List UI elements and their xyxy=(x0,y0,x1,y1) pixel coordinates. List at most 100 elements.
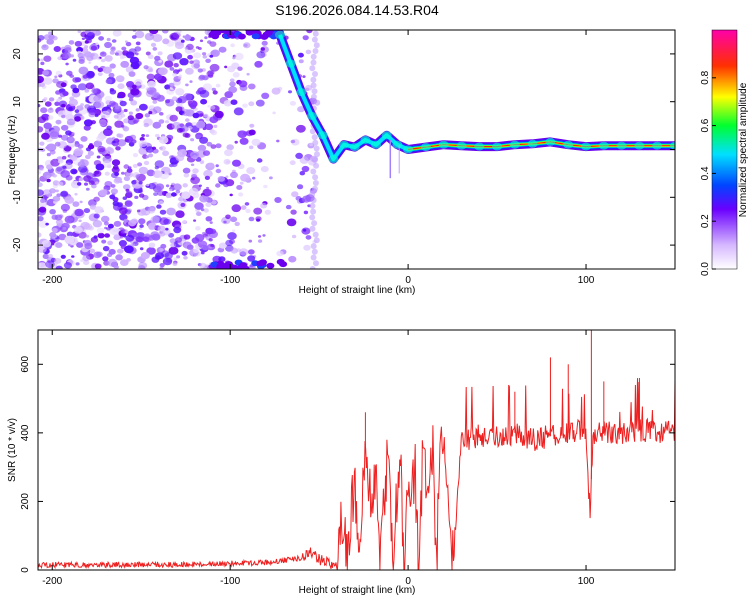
heatmap-noise-cell xyxy=(38,189,44,196)
heatmap-noise-cell xyxy=(72,77,80,83)
heatmap-noise-cell xyxy=(97,72,103,77)
heatmap-noise-cell xyxy=(165,227,169,231)
heatmap-streak-cell xyxy=(312,30,319,37)
heatmap-noise-cell xyxy=(38,35,45,41)
heatmap-noise-cell xyxy=(232,72,240,78)
heatmap-noise-cell xyxy=(190,138,195,142)
heatmap-noise-cell xyxy=(89,104,95,109)
heatmap-streak-cell xyxy=(310,93,317,100)
heatmap-noise-cell xyxy=(77,52,85,59)
heatmap-noise-cell xyxy=(138,189,143,194)
heatmap-noise-cell xyxy=(65,62,69,66)
heatmap-edge-cell xyxy=(259,259,267,266)
heatmap-noise-cell xyxy=(219,242,227,249)
heatmap-noise-cell xyxy=(93,170,102,177)
heatmap-noise-cell xyxy=(38,206,47,213)
heatmap-noise-cell xyxy=(262,234,266,237)
heatmap-noise-cell xyxy=(260,202,268,209)
heatmap-noise-cell xyxy=(234,140,238,144)
heatmap-noise-cell xyxy=(153,106,162,114)
colorbar-tick-label: 0.8 xyxy=(700,70,711,84)
heatmap-x-tick-label: -100 xyxy=(220,275,240,286)
heatmap-noise-cell xyxy=(88,180,95,186)
heatmap-noise-cell xyxy=(106,37,111,42)
heatmap-noise-cell xyxy=(130,100,138,106)
heatmap-noise-cell xyxy=(60,203,70,212)
heatmap-noise-cell xyxy=(209,116,219,124)
heatmap-noise-cell xyxy=(104,233,110,238)
heatmap-noise-cell xyxy=(175,88,185,96)
heatmap-noise-cell xyxy=(245,208,251,214)
heatmap-noise-cell xyxy=(88,61,92,64)
heatmap-noise-cell xyxy=(215,164,219,168)
snr-y-tick-label: 200 xyxy=(20,493,31,510)
heatmap-ridge-blob xyxy=(527,139,538,148)
heatmap-noise-cell xyxy=(43,77,53,85)
heatmap-noise-cell xyxy=(135,108,140,112)
heatmap-noise-cell xyxy=(79,200,83,204)
heatmap-noise-cell xyxy=(254,60,263,68)
heatmap-noise-cell xyxy=(145,155,150,159)
heatmap-noise-cell xyxy=(253,207,263,215)
heatmap-streak-cell xyxy=(313,42,320,49)
heatmap-noise-cell xyxy=(123,245,134,254)
heatmap-noise-cell xyxy=(156,204,162,209)
heatmap-noise-cell xyxy=(302,35,309,41)
heatmap-streak-cell xyxy=(312,231,319,238)
heatmap-noise-cell xyxy=(158,136,169,144)
heatmap-noise-cell xyxy=(60,134,69,141)
heatmap-noise-cell xyxy=(160,243,167,249)
heatmap-noise-cell xyxy=(72,87,80,94)
heatmap-noise-cell xyxy=(68,106,73,111)
heatmap-noise-cell xyxy=(171,96,178,101)
heatmap-noise-cell xyxy=(204,36,208,40)
heatmap-noise-cell xyxy=(261,40,268,46)
heatmap-noise-cell xyxy=(80,136,88,142)
snr-x-tick-label: 0 xyxy=(405,576,411,587)
heatmap-noise-cell xyxy=(148,153,154,158)
heatmap-noise-cell xyxy=(158,67,168,76)
heatmap-noise-cell xyxy=(57,56,63,61)
heatmap-noise-cell xyxy=(195,234,205,242)
heatmap-noise-cell xyxy=(305,49,312,55)
heatmap-noise-cell xyxy=(154,160,165,168)
heatmap-ridge-blob xyxy=(328,155,339,164)
heatmap-noise-cell xyxy=(82,51,91,59)
heatmap-noise-cell xyxy=(56,98,61,102)
heatmap-noise-cell xyxy=(132,153,139,158)
heatmap-noise-cell xyxy=(85,154,91,160)
heatmap-streak-cell xyxy=(312,185,318,192)
heatmap-noise-cell xyxy=(138,227,143,230)
heatmap-noise-cell xyxy=(255,216,262,222)
heatmap-noise-cell xyxy=(191,121,197,126)
heatmap-ridge-blob xyxy=(317,131,328,140)
heatmap-noise-cell xyxy=(102,245,110,252)
heatmap-noise-cell xyxy=(99,189,108,197)
heatmap-noise-cell xyxy=(121,124,125,128)
heatmap-noise-cell xyxy=(170,242,177,248)
heatmap-noise-cell xyxy=(230,171,238,179)
heatmap-noise-cell xyxy=(113,234,121,241)
heatmap-noise-cell xyxy=(136,209,141,213)
heatmap-streak-cell xyxy=(310,197,317,204)
heatmap-noise-cell xyxy=(182,167,191,174)
heatmap-x-label: Height of straight line (km) xyxy=(299,285,416,296)
heatmap-noise-cell xyxy=(207,40,212,44)
heatmap-noise-cell xyxy=(180,202,186,207)
heatmap-noise-cell xyxy=(124,200,133,207)
heatmap-noise-cell xyxy=(60,190,69,197)
heatmap-noise-cell xyxy=(206,70,214,77)
heatmap-noise-cell xyxy=(114,105,120,110)
heatmap-noise-cell xyxy=(68,98,78,107)
heatmap-noise-cell xyxy=(94,113,99,118)
heatmap-noise-cell xyxy=(152,146,156,150)
heatmap-noise-cell xyxy=(58,233,67,241)
heatmap-noise-cell xyxy=(146,247,156,255)
heatmap-noise-cell xyxy=(201,251,205,255)
heatmap-noise-cell xyxy=(140,252,150,260)
heatmap-noise-cell xyxy=(49,131,60,140)
heatmap-noise-cell xyxy=(144,113,151,118)
heatmap-noise-cell xyxy=(178,74,182,77)
heatmap-noise-cell xyxy=(238,192,244,197)
